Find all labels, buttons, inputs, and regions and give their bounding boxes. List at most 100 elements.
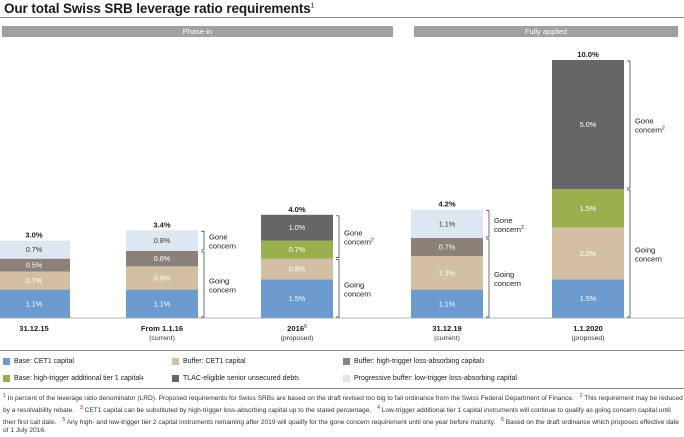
segment-value-label: 0.6% <box>154 254 171 263</box>
bar-segment <box>0 258 70 272</box>
segment-value-label: 0.8% <box>154 236 171 245</box>
footnote: 3 CET1 capital can be substituted by hig… <box>79 404 372 414</box>
bar-segment <box>126 230 198 251</box>
bar-total-label: 4.2% <box>438 200 456 209</box>
title-rule <box>0 17 684 18</box>
footnote: 4 Low-trigger additional tier 1 capital … <box>3 404 671 426</box>
segment-value-label: 0.5% <box>26 261 43 270</box>
legend-swatch <box>3 375 10 382</box>
category-sublabel: (current) <box>149 335 175 342</box>
bar-total-label: 4.0% <box>288 205 306 214</box>
category-sublabel: (proposed) <box>572 335 605 342</box>
concern-bracket <box>336 259 340 318</box>
category-label: 1.1.2020 <box>573 324 603 333</box>
concern-bracket <box>627 60 631 189</box>
category-label: 20166 <box>287 324 307 333</box>
concern-label: Going <box>344 280 364 289</box>
bar-segment <box>411 209 483 239</box>
segment-value-label: 0.8% <box>289 264 306 273</box>
bar-segment <box>552 227 624 280</box>
bar-segment <box>126 250 198 267</box>
legend-item: Base: CET1 capital <box>3 358 74 365</box>
bar-segment <box>0 289 70 318</box>
bar-segment <box>261 258 333 280</box>
bar-total-label: 10.0% <box>577 50 599 59</box>
bar-segment <box>552 60 624 189</box>
segment-value-label: 2.0% <box>580 249 597 258</box>
concern-label: Going <box>635 246 655 255</box>
concern-label: Gone <box>494 216 513 225</box>
legend-item: Buffer: CET1 capital <box>172 358 246 365</box>
concern-label: Going <box>494 270 514 279</box>
concern-bracket <box>336 215 340 259</box>
footnotes: 1 In percent of the leverage ratio denom… <box>3 392 683 436</box>
segment-value-label: 1.5% <box>580 204 597 213</box>
fully-applied-band: Fully applied <box>414 26 678 37</box>
phase-in-band: Phase-in <box>2 26 393 37</box>
concern-label: concern <box>635 255 662 264</box>
segment-value-label: 0.7% <box>26 276 43 285</box>
chart-title: Our total Swiss SRB leverage ratio requi… <box>4 1 315 16</box>
footnote: 5 Any high- and low-trigger tier 2 capit… <box>62 416 496 426</box>
concern-label: Gone <box>635 117 654 126</box>
segment-value-label: 0.7% <box>26 245 43 254</box>
legend-label: TLAC-eligible senior unsecured debt <box>183 375 297 382</box>
legend-label: Progressive buffer: low-trigger loss-abs… <box>354 375 517 382</box>
bar-segment <box>411 289 483 318</box>
category-label: From 1.1.16 <box>141 324 183 333</box>
bar-segment <box>261 214 333 241</box>
bar-segment <box>261 240 333 259</box>
bar-segment <box>126 266 198 290</box>
chart-bottom-rule <box>0 350 684 351</box>
concern-bracket <box>486 238 490 318</box>
segment-value-label: 1.5% <box>580 294 597 303</box>
bar-segment <box>0 271 70 290</box>
legend-label: Base: CET1 capital <box>14 358 74 365</box>
bar-segment <box>126 289 198 318</box>
segment-value-label: 1.0% <box>289 223 306 232</box>
leverage-ratio-chart: 1.1% 0.7% 0.5% 0.7% 3.0% 31.12.15 1.1% 0.9% 0.6%… <box>0 50 684 342</box>
category-label: 31.12.19 <box>432 324 462 333</box>
concern-bracket <box>201 230 205 251</box>
bar-total-label: 3.0% <box>25 231 43 240</box>
segment-value-label: 0.7% <box>289 245 306 254</box>
category-label: 31.12.15 <box>19 324 49 333</box>
legend-swatch <box>172 375 179 382</box>
legend-item: Buffer: high-trigger loss-absorbing capi… <box>343 358 484 365</box>
concern-label: Gone <box>209 233 228 242</box>
concern-bracket <box>627 189 631 318</box>
legend-swatch <box>3 358 10 365</box>
concern-label: Going <box>209 276 229 285</box>
segment-value-label: 1.1% <box>26 299 43 308</box>
bar-segment <box>411 238 483 257</box>
segment-value-label: 1.3% <box>439 268 456 277</box>
legend-label: Buffer: high-trigger loss-absorbing capi… <box>354 358 482 365</box>
segment-value-label: 0.9% <box>154 274 171 283</box>
bar-segment <box>0 240 70 259</box>
bar-total-label: 3.4% <box>153 220 171 229</box>
segment-value-label: 1.1% <box>439 299 456 308</box>
concern-bracket <box>486 210 490 238</box>
category-sublabel: (current) <box>434 335 460 342</box>
legend-bottom-rule <box>0 388 684 389</box>
concern-label: concern2 <box>635 126 665 135</box>
concern-label: Gone <box>344 229 363 238</box>
concern-label: concern <box>494 279 521 288</box>
legend-swatch <box>172 358 179 365</box>
segment-value-label: 0.7% <box>439 243 456 252</box>
legend-item: TLAC-eligible senior unsecured debt 5 <box>172 375 299 382</box>
concern-label: concern2 <box>344 238 374 247</box>
legend: Base: CET1 capital Buffer: CET1 capital … <box>0 353 684 387</box>
segment-value-label: 1.5% <box>289 294 306 303</box>
concern-label: concern <box>209 242 236 251</box>
bar-segment <box>411 256 483 290</box>
bar-segment <box>552 279 624 318</box>
concern-label: concern <box>209 285 236 294</box>
concern-bracket <box>201 251 205 318</box>
footnote: 1 In percent of the leverage ratio denom… <box>3 393 574 403</box>
bar-segment <box>261 279 333 318</box>
legend-label: Base: high-trigger additional tier 1 cap… <box>14 375 141 382</box>
category-sublabel: (proposed) <box>281 335 314 342</box>
legend-swatch <box>343 358 350 365</box>
footnote: 2 This requirement may be reduced by a r… <box>3 393 683 414</box>
